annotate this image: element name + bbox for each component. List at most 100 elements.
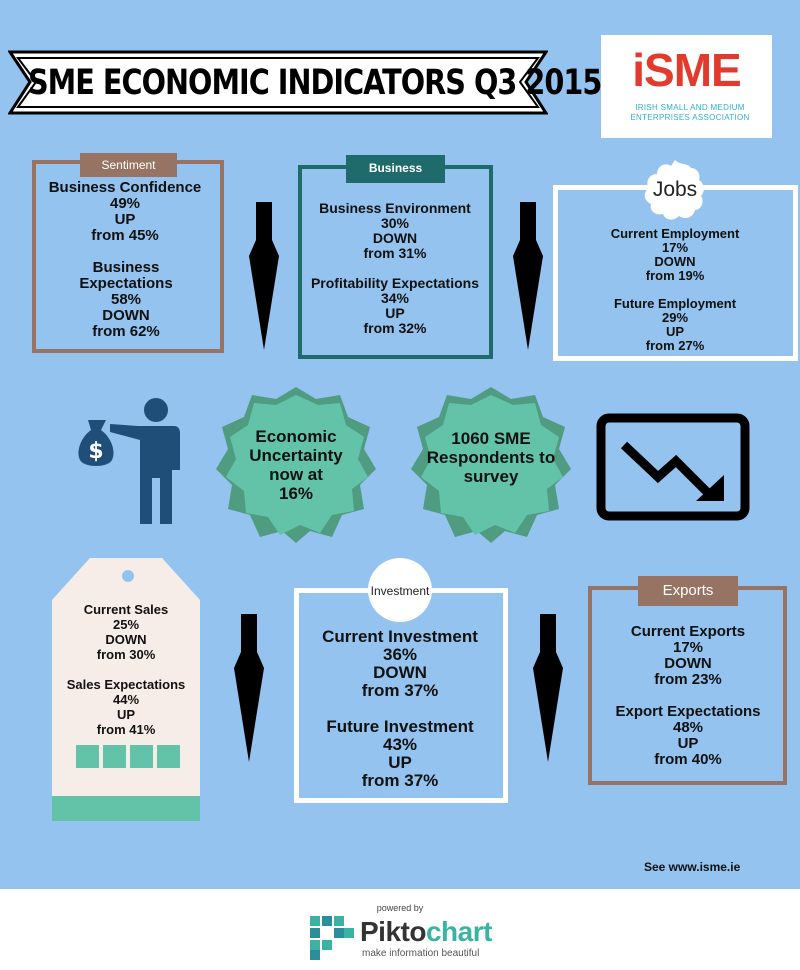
footer: powered by Piktochart make information b… [0,889,800,970]
sentiment-metric-2: Business Expectations 58% DOWN from 62% [66,260,186,340]
sales-metric-2: Sales Expectations 44% UP from 41% [54,677,198,737]
piktochart-logo-icon [310,916,354,960]
metric-value: 58% [110,291,142,308]
business-metric-2: Profitability Expectations 34% UP from 3… [303,276,487,336]
powered-by-label: powered by [376,903,424,913]
uncertainty-line-3: now at [269,465,323,484]
jobs-metric-2: Future Employment 29% UP from 27% [565,297,785,353]
logo-subtitle: IRISH SMALL AND MEDIUM ENTERPRISES ASSOC… [630,103,750,122]
metric-previous: from 27% [645,338,705,353]
isme-logo: iSME IRISH SMALL AND MEDIUM ENTERPRISES … [601,35,772,138]
metric-name: Export Expectations [615,703,761,720]
metric-name: Future Investment [326,717,474,736]
metric-value: 25% [112,617,140,632]
uncertainty-line-1: Economic [255,427,337,446]
metric-name: Profitability Expectations [310,275,480,291]
metric-name: Current Investment [322,627,478,646]
piktochart-tagline: make information beautiful [362,948,480,959]
metric-direction: UP [114,211,136,228]
website-link[interactable]: See www.isme.ie [644,860,741,874]
respondents-line-3: survey [463,467,519,486]
metric-value: 17% [661,240,689,255]
respondents-badge [411,387,571,543]
metric-previous: from 40% [654,751,722,768]
metric-previous: from 31% [363,245,427,261]
price-tag [52,558,200,821]
metric-direction: DOWN [372,230,418,246]
respondents-text: 1060 SME Respondents to survey [413,429,569,486]
sales-metric-1: Current Sales 25% DOWN from 30% [54,602,198,662]
metric-previous: from 19% [645,268,705,283]
investment-tab: Investment [370,584,430,598]
exports-tab: Exports [638,576,738,606]
metric-value: 49% [109,195,141,212]
piktochart-wordmark[interactable]: Piktochart [360,916,492,948]
brand-part-1: Pikto [360,916,426,947]
metric-value: 17% [672,639,704,656]
jobs-tab: Jobs [652,178,698,201]
metric-value: 34% [380,290,410,306]
metric-value: 30% [380,215,410,231]
uncertainty-badge [216,387,376,543]
metric-name: Business Confidence [48,179,202,196]
metric-direction: DOWN [373,663,427,682]
respondents-line-2: Respondents to [426,448,556,467]
jobs-metric-1: Current Employment 17% DOWN from 19% [565,227,785,283]
metric-value: 36% [382,645,418,664]
business-tab: Business [346,155,445,183]
brand-part-2: chart [425,916,492,947]
person-with-money-bag-icon: $ [78,398,180,524]
exports-metric-2: Export Expectations 48% UP from 40% [596,704,780,768]
sentiment-tab: Sentiment [80,153,177,177]
metric-previous: from 32% [363,320,427,336]
metric-previous: from 45% [91,227,159,244]
metric-direction: DOWN [654,254,696,269]
uncertainty-line-4: 16% [278,484,314,503]
metric-name: Sales Expectations [66,677,186,692]
metric-previous: from 41% [96,722,156,737]
metric-direction: UP [385,305,405,321]
svg-text:$: $ [88,439,103,464]
page-title: SME ECONOMIC INDICATORS Q3 2015 [28,63,602,103]
metric-direction: DOWN [105,632,147,647]
declining-chart-icon [596,413,750,521]
metric-value: 48% [672,719,704,736]
respondents-line-1: 1060 SME [451,429,531,448]
metric-direction: DOWN [102,307,150,324]
down-arrow-icon [234,614,264,762]
uncertainty-line-2: Uncertainty [249,446,343,465]
metric-name: Business Expectations [79,259,173,292]
metric-direction: UP [665,324,685,339]
sentiment-metric-1: Business Confidence 49% UP from 45% [36,180,214,244]
investment-metric-1: Current Investment 36% DOWN from 37% [300,628,500,700]
metric-previous: from 30% [96,647,156,662]
logo-wordmark: iSME [632,44,741,96]
metric-name: Current Sales [83,602,169,617]
down-arrow-icon [513,202,543,350]
metric-name: Current Exports [630,623,746,640]
metric-name: Current Employment [610,226,740,241]
metric-previous: from 23% [654,671,722,688]
title-banner [8,50,548,115]
metric-name: Future Employment [613,296,737,311]
business-metric-1: Business Environment 30% DOWN from 31% [303,201,487,261]
investment-metric-2: Future Investment 43% UP from 37% [300,718,500,790]
metric-direction: UP [677,735,699,752]
jobs-badge [644,160,704,220]
metric-value: 43% [382,735,418,754]
metric-value: 29% [661,310,689,325]
metric-name: Business Environment [319,200,471,216]
metric-value: 44% [112,692,140,707]
metric-previous: from 37% [361,681,439,700]
metric-direction: DOWN [664,655,712,672]
investment-badge [368,558,432,622]
exports-metric-1: Current Exports 17% DOWN from 23% [596,624,780,688]
metric-previous: from 62% [92,323,160,340]
metric-direction: UP [116,707,136,722]
down-arrow-icon [533,614,563,762]
down-arrow-icon [249,202,279,350]
uncertainty-text: Economic Uncertainty now at 16% [230,427,362,503]
metric-previous: from 37% [361,771,439,790]
metric-direction: UP [388,753,412,772]
